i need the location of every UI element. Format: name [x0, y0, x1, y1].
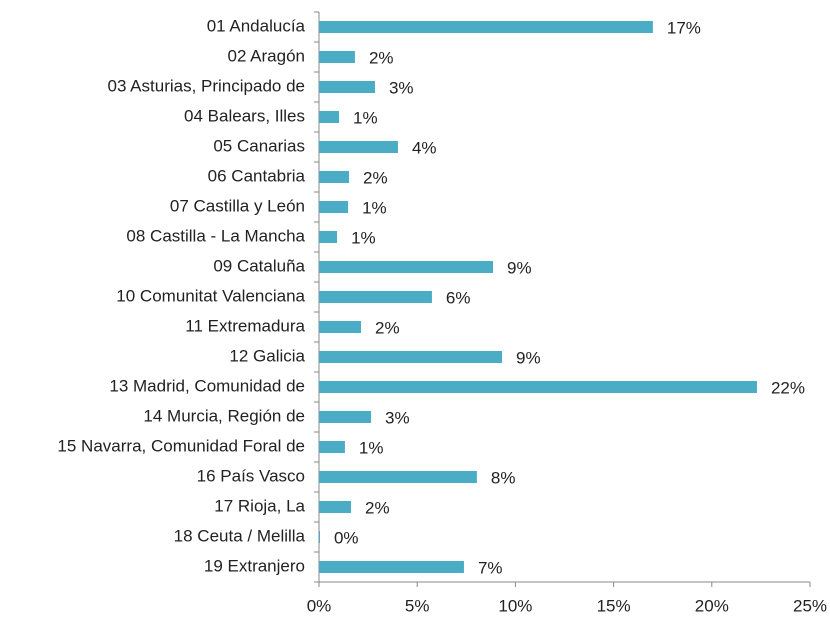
y-tick-label: 05 Canarias — [213, 136, 305, 155]
y-tick-label: 04 Balears, Illes — [184, 106, 305, 125]
value-label: 9% — [507, 258, 532, 277]
value-label: 1% — [351, 228, 376, 247]
x-tick-label: 20% — [695, 596, 729, 615]
bar — [319, 411, 372, 423]
bar — [319, 51, 355, 63]
value-label: 2% — [375, 318, 400, 337]
bar — [319, 111, 340, 123]
bar — [319, 201, 349, 213]
bar — [319, 381, 757, 393]
y-tick-label: 17 Rioja, La — [214, 496, 305, 515]
value-label: 22% — [771, 378, 805, 397]
value-label: 3% — [389, 78, 414, 97]
y-tick-label: 08 Castilla - La Mancha — [126, 226, 305, 245]
bar — [319, 531, 320, 543]
value-label: 2% — [369, 48, 394, 67]
value-label: 4% — [412, 138, 437, 157]
y-tick-label: 07 Castilla y León — [170, 196, 305, 215]
bar — [319, 561, 464, 573]
y-tick-label: 14 Murcia, Región de — [143, 406, 305, 425]
x-tick-label: 0% — [307, 596, 332, 615]
y-tick-label: 10 Comunitat Valenciana — [116, 286, 305, 305]
bar — [319, 321, 362, 333]
value-label: 1% — [353, 108, 378, 127]
value-label: 7% — [478, 558, 503, 577]
bar — [319, 171, 350, 183]
y-tick-label: 11 Extremadura — [185, 316, 305, 335]
bar — [319, 231, 338, 243]
value-label: 9% — [516, 348, 541, 367]
y-tick-label: 09 Cataluña — [213, 256, 305, 275]
value-label: 2% — [365, 498, 390, 517]
value-label: 1% — [362, 198, 387, 217]
bar — [319, 21, 653, 33]
y-tick-label: 18 Ceuta / Melilla — [174, 526, 306, 545]
y-tick-label: 19 Extranjero — [204, 556, 305, 575]
y-tick-label: 01 Andalucía — [207, 16, 306, 35]
bar — [319, 351, 503, 363]
y-tick-label: 15 Navarra, Comunidad Foral de — [57, 436, 305, 455]
value-label: 0% — [334, 528, 359, 547]
value-label: 2% — [363, 168, 388, 187]
y-tick-label: 06 Cantabria — [208, 166, 306, 185]
y-tick-label: 16 País Vasco — [197, 466, 305, 485]
bar — [319, 501, 352, 513]
value-label: 17% — [667, 18, 701, 37]
bar — [319, 291, 432, 303]
x-tick-label: 10% — [498, 596, 532, 615]
bar — [319, 441, 345, 453]
value-label: 3% — [385, 408, 410, 427]
y-tick-label: 02 Aragón — [227, 46, 305, 65]
bar — [319, 261, 494, 273]
value-label: 6% — [446, 288, 471, 307]
bar — [319, 141, 398, 153]
y-tick-label: 13 Madrid, Comunidad de — [109, 376, 305, 395]
bar — [319, 471, 477, 483]
y-tick-label: 12 Galicia — [229, 346, 305, 365]
value-label: 8% — [491, 468, 516, 487]
y-tick-label: 03 Asturias, Principado de — [107, 76, 305, 95]
value-label: 1% — [359, 438, 384, 457]
bar — [319, 81, 375, 93]
x-tick-label: 25% — [793, 596, 827, 615]
x-tick-label: 15% — [597, 596, 631, 615]
x-tick-label: 5% — [405, 596, 430, 615]
